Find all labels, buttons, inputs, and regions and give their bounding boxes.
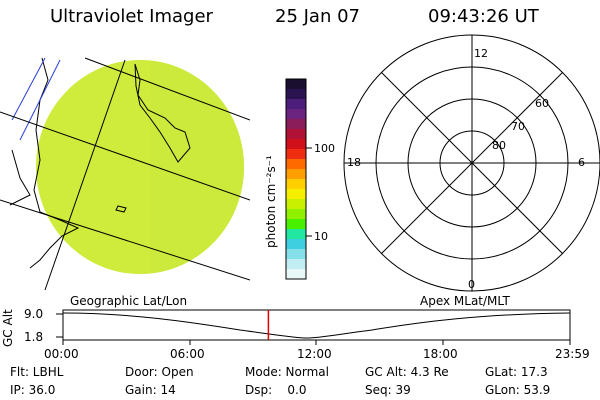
timeline-xtick: 23:59 xyxy=(555,347,590,361)
blue-grid-line xyxy=(11,57,46,121)
status-ip: IP: 36.0 xyxy=(10,383,56,397)
timeline-ytick: 1.8 xyxy=(24,330,44,344)
colorbar-segment xyxy=(286,109,306,120)
mlat-label: 70 xyxy=(511,120,525,133)
apex-label: Apex MLat/MLT xyxy=(420,294,510,308)
colorbar-segment xyxy=(286,229,306,240)
status-gain: Gain: 14 xyxy=(125,383,176,397)
colorbar-segment xyxy=(286,129,306,140)
instrument-title: Ultraviolet Imager xyxy=(50,6,213,27)
status-door: Door: Open xyxy=(125,365,194,379)
geographic-label: Geographic Lat/Lon xyxy=(70,294,188,308)
blue-grid-line xyxy=(19,59,61,141)
geographic-map xyxy=(0,57,250,291)
timeline-xtick: 18:00 xyxy=(423,347,458,361)
island xyxy=(115,205,127,213)
colorbar-segment xyxy=(286,139,306,150)
colorbar-segment xyxy=(286,269,306,280)
uv-emission-disk xyxy=(36,60,244,274)
colorbar-segment xyxy=(286,189,306,200)
colorbar xyxy=(286,79,306,280)
timeline-xtick: 12:00 xyxy=(297,347,332,361)
coastline-south xyxy=(9,149,31,206)
time-label: 09:43:26 UT xyxy=(428,6,539,27)
timeline-xtick: 00:00 xyxy=(44,347,79,361)
colorbar-segment xyxy=(286,89,306,100)
status-gc-alt: GC Alt: 4.3 Re xyxy=(365,365,449,379)
date-label: 25 Jan 07 xyxy=(275,6,360,27)
coastline-peninsula xyxy=(134,63,191,163)
mlat-label: 80 xyxy=(492,139,506,152)
mlt-label-6: 6 xyxy=(578,156,585,169)
status-dsp: Dsp: 0.0 xyxy=(245,383,307,397)
colorbar-segment xyxy=(286,119,306,130)
colorbar-frame xyxy=(285,78,307,280)
timeline-ylabel: GC Alt xyxy=(1,309,15,347)
lat-grid-line xyxy=(0,199,250,281)
colorbar-segment xyxy=(286,249,306,260)
mlt-label-0: 0 xyxy=(468,278,475,291)
colorbar-segment xyxy=(286,259,306,270)
status-mode: Mode: Normal xyxy=(245,365,329,379)
lat-grid-line xyxy=(84,57,250,121)
altitude-curve xyxy=(62,312,571,339)
colorbar-unit-label: photon cm⁻²s⁻¹ xyxy=(264,155,278,248)
mlt-label-12: 12 xyxy=(474,47,488,60)
colorbar-segment xyxy=(286,219,306,230)
status-glat: GLat: 17.3 xyxy=(485,365,548,379)
timeline-xtick: 06:00 xyxy=(170,347,205,361)
colorbar-segment xyxy=(286,169,306,180)
colorbar-segment xyxy=(286,209,306,220)
timeline-ytick: 9.0 xyxy=(24,307,44,321)
colorbar-segment xyxy=(286,149,306,160)
lon-grid-line xyxy=(44,59,126,291)
colorbar-segment xyxy=(286,239,306,250)
colorbar-tick-label: 10 xyxy=(314,230,328,243)
colorbar-tick-label: 100 xyxy=(314,142,335,155)
polar-plot xyxy=(343,34,600,292)
lat-grid-line xyxy=(0,111,250,201)
colorbar-segment xyxy=(286,159,306,170)
timeline xyxy=(56,309,571,345)
colorbar-segment xyxy=(286,79,306,90)
colorbar-segment xyxy=(286,199,306,210)
colorbar-segment xyxy=(286,99,306,110)
mlat-label: 60 xyxy=(535,97,549,110)
status-filter: Flt: LBHL xyxy=(10,365,64,379)
colorbar-segment xyxy=(286,179,306,190)
status-glon: GLon: 53.9 xyxy=(485,383,551,397)
mlt-label-18: 18 xyxy=(347,156,361,169)
status-seq: Seq: 39 xyxy=(365,383,411,397)
